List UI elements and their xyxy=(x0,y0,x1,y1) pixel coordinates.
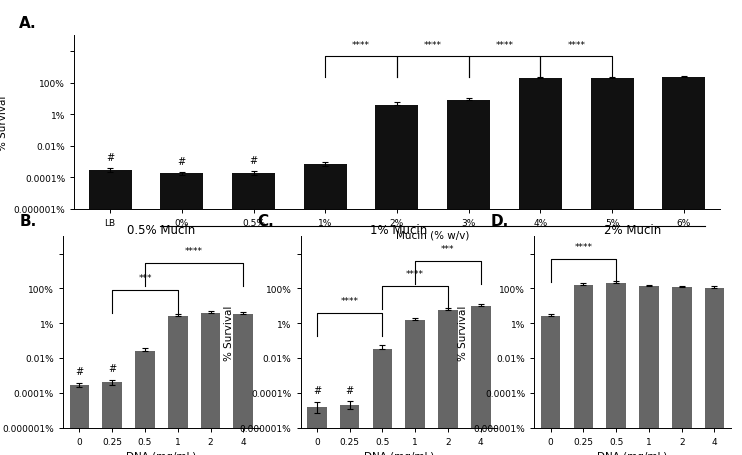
Text: #: # xyxy=(106,152,114,162)
Text: B.: B. xyxy=(20,214,37,228)
Bar xyxy=(672,288,692,455)
Bar xyxy=(340,405,360,455)
Text: A.: A. xyxy=(19,15,37,30)
Text: #: # xyxy=(76,366,84,376)
Bar xyxy=(375,106,418,455)
Title: 0.5% Mucin: 0.5% Mucin xyxy=(128,223,195,237)
Y-axis label: % Survival: % Survival xyxy=(224,304,234,360)
Text: ****: **** xyxy=(496,41,513,50)
Text: ***: *** xyxy=(138,273,152,283)
Y-axis label: % Survival: % Survival xyxy=(0,95,8,151)
Title: 1% Mucin: 1% Mucin xyxy=(370,223,427,237)
X-axis label: DNA (mg/mL): DNA (mg/mL) xyxy=(126,451,197,455)
Bar xyxy=(541,317,560,455)
Bar xyxy=(574,286,594,455)
X-axis label: DNA (mg/mL): DNA (mg/mL) xyxy=(364,451,434,455)
Text: ****: **** xyxy=(352,41,370,50)
Bar xyxy=(135,351,155,455)
Text: #: # xyxy=(346,384,354,394)
Bar xyxy=(639,287,659,455)
Bar xyxy=(307,407,326,455)
Bar xyxy=(447,101,490,455)
Text: Mucin (% w/v): Mucin (% w/v) xyxy=(396,230,470,240)
Bar xyxy=(471,306,490,455)
Bar xyxy=(303,165,347,455)
Bar xyxy=(705,288,724,455)
Text: ****: **** xyxy=(574,243,592,252)
Bar xyxy=(591,79,634,455)
Bar xyxy=(88,170,131,455)
Bar xyxy=(606,283,626,455)
Text: ****: **** xyxy=(424,41,441,50)
Text: ****: **** xyxy=(341,296,358,305)
Text: ***: *** xyxy=(441,245,455,254)
Bar xyxy=(160,174,203,455)
Text: #: # xyxy=(108,363,116,373)
Text: #: # xyxy=(313,385,321,395)
Title: 2% Mucin: 2% Mucin xyxy=(604,223,661,237)
Bar xyxy=(234,314,253,455)
Text: #: # xyxy=(249,156,257,166)
Bar xyxy=(102,383,122,455)
Bar xyxy=(70,384,89,455)
Bar xyxy=(405,320,425,455)
Bar xyxy=(663,78,706,455)
Bar xyxy=(438,311,458,455)
Bar xyxy=(232,173,275,455)
Text: D.: D. xyxy=(491,214,509,228)
Text: ****: **** xyxy=(568,41,585,50)
Text: ****: **** xyxy=(406,270,424,278)
Bar xyxy=(201,313,220,455)
X-axis label: DNA (mg/mL): DNA (mg/mL) xyxy=(597,451,668,455)
Bar xyxy=(519,79,562,455)
Bar xyxy=(168,317,188,455)
Text: C.: C. xyxy=(257,214,274,228)
Y-axis label: % Survival: % Survival xyxy=(458,304,468,360)
Bar xyxy=(372,349,393,455)
Text: #: # xyxy=(178,156,186,166)
Text: ****: **** xyxy=(186,247,203,256)
